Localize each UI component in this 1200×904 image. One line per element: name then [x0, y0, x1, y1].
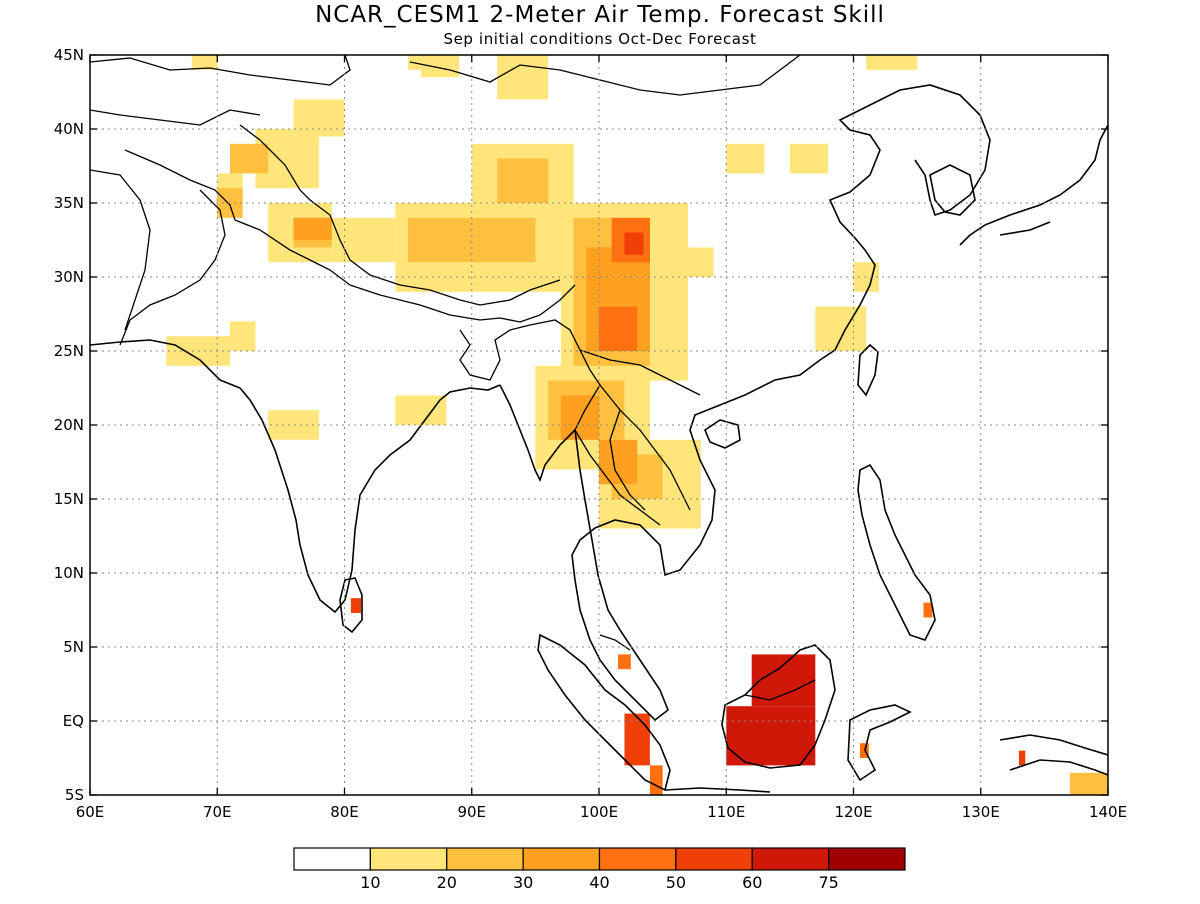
colorbar-swatch-3: [522, 847, 601, 871]
skill-region-16: [395, 395, 447, 425]
skill-region-40: [751, 654, 816, 707]
skill-region-35: [599, 439, 638, 485]
skill-region-14: [815, 306, 867, 351]
skill-region-24: [229, 143, 269, 174]
colorbar-swatch-7: [828, 847, 906, 871]
coastline-japan: [959, 124, 1108, 246]
y-tick-label: 45N: [54, 46, 84, 64]
colorbar-swatch-2: [446, 847, 524, 871]
coastline-hainan: [704, 419, 741, 449]
y-tick-label: 40N: [54, 120, 84, 138]
colorbar-label: 40: [589, 873, 609, 892]
x-tick-label: 120E: [834, 803, 872, 821]
colorbar-label: 10: [360, 873, 380, 892]
skill-region-39: [726, 706, 816, 766]
lat-lon-grid: [90, 55, 1108, 795]
border-thailand-cambodia: [574, 429, 661, 526]
x-tick-label: 140E: [1089, 803, 1127, 821]
figure-subtitle: Sep initial conditions Oct-Dec Forecast: [443, 30, 756, 48]
y-tick-label: 10N: [54, 564, 84, 582]
colorbar-label: 30: [513, 873, 533, 892]
colorbar-label: 75: [818, 873, 838, 892]
axis-ticks: 60E 70E 80E 90E 100E 110E 120E 130E 140E 45N 40N 35…: [54, 46, 1127, 821]
coastline-new-guinea: [999, 734, 1108, 776]
y-tick-label: 5S: [65, 786, 84, 804]
coastline-taiwan: [857, 343, 879, 397]
colorbar-swatch-6: [751, 847, 830, 871]
colorbar-label: 20: [437, 873, 457, 892]
skill-region-27: [497, 158, 549, 203]
border-central-asia: [90, 55, 351, 221]
coastline-korea: [929, 164, 976, 216]
skill-region-12: [688, 247, 714, 277]
colorbar-swatch-5: [675, 847, 753, 871]
coastlines: [90, 84, 1108, 793]
colorbar-label: 50: [666, 873, 686, 892]
skill-region-45: [923, 602, 933, 618]
border-nepal-bhutan: [349, 284, 541, 323]
skill-region-4: [331, 217, 396, 263]
coastline-sri-lanka: [339, 577, 363, 634]
coastline-se-asia: [499, 84, 991, 722]
y-tick-label: 15N: [54, 490, 84, 508]
x-tick-label: 100E: [580, 803, 618, 821]
x-tick-label: 90E: [457, 803, 486, 821]
skill-region-43: [350, 598, 362, 613]
border-china-west: [239, 124, 561, 306]
skill-region-44: [618, 654, 631, 670]
y-tick-label: 25N: [54, 342, 84, 360]
colorbar-swatch-0: [293, 847, 371, 871]
x-tick-label: 110E: [707, 803, 745, 821]
skill-region-37: [599, 306, 638, 351]
coastline-sulawesi: [847, 704, 912, 782]
x-tick-label: 130E: [962, 803, 1000, 821]
coastline-borneo: [721, 644, 836, 769]
skill-region-42: [649, 765, 663, 795]
skill-region-41: [624, 713, 650, 766]
coastline-java: [664, 787, 771, 793]
border-iran: [90, 169, 151, 331]
y-tick-label: 30N: [54, 268, 84, 286]
skill-region-13: [789, 143, 829, 174]
colorbar-swatch-4: [598, 847, 677, 871]
colorbar: 10 20 30 40 50 60 75: [293, 847, 906, 892]
border-mongolia: [409, 55, 801, 96]
skill-region-19: [229, 321, 256, 351]
x-tick-label: 60E: [76, 803, 105, 821]
border-china-sea: [579, 349, 701, 396]
x-tick-label: 70E: [203, 803, 232, 821]
colorbar-swatch-1: [369, 847, 448, 871]
skill-region-47: [1069, 772, 1108, 795]
skill-region-48: [859, 743, 869, 758]
x-tick-label: 80E: [330, 803, 359, 821]
y-tick-label: 5N: [63, 638, 84, 656]
country-borders: [90, 55, 816, 701]
skill-region-10: [497, 55, 549, 100]
skill-region-17: [268, 410, 320, 440]
skill-region-20: [191, 55, 218, 70]
map-panel: 60E 70E 80E 90E 100E 110E 120E 130E 140E 45N 40N 35…: [54, 46, 1127, 821]
border-afghanistan-pakistan: [119, 189, 351, 346]
colorbar-label: 60: [742, 873, 762, 892]
y-tick-label: EQ: [63, 712, 84, 730]
skill-region-21: [866, 55, 918, 70]
y-tick-label: 35N: [54, 194, 84, 212]
skill-region-2: [293, 99, 345, 137]
figure-title: NCAR_CESM1 2-Meter Air Temp. Forecast Sk…: [315, 2, 885, 28]
y-tick-label: 20N: [54, 416, 84, 434]
skill-region-34: [560, 395, 599, 440]
coastline-philippines: [857, 463, 936, 641]
border-bangladesh: [459, 329, 511, 381]
skill-region-32: [293, 217, 332, 240]
skill-region-38: [624, 232, 644, 255]
coastline-india: [90, 339, 501, 614]
skill-region-23: [726, 143, 765, 174]
border-laos-vietnam: [599, 384, 691, 511]
skill-region-46: [1018, 750, 1026, 766]
